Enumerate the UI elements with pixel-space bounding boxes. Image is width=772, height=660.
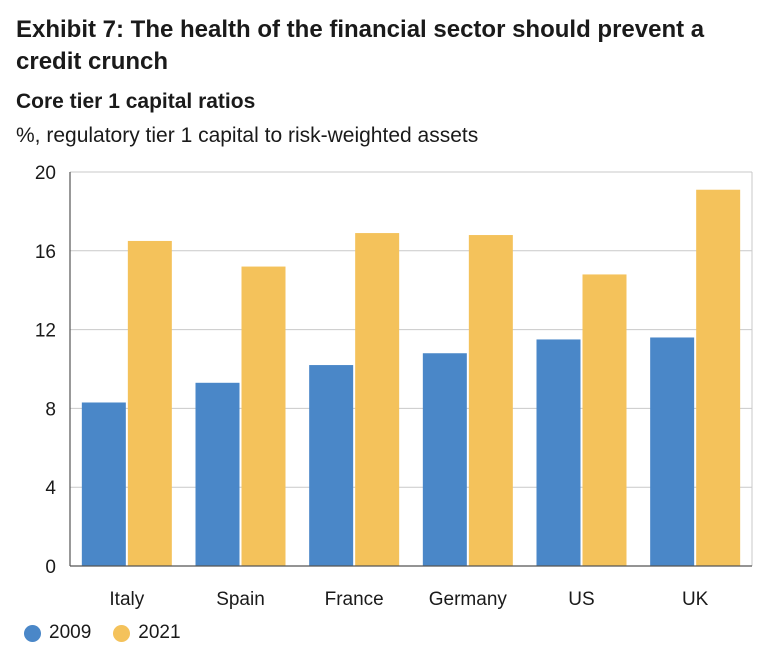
bar-2021-us (582, 274, 627, 566)
y-tick-label: 8 (45, 399, 56, 420)
legend-label-2009: 2009 (49, 622, 92, 643)
bar-2021-uk (696, 189, 741, 567)
gridlines (70, 171, 753, 566)
bar-2009-uk (650, 337, 695, 566)
axes (69, 172, 752, 567)
bar-2021-spain (241, 266, 286, 566)
x-tick-label: Spain (216, 589, 265, 610)
y-tick-label: 0 (45, 557, 56, 578)
bar-2009-germany (422, 353, 467, 566)
bar-chart: 0 4 8 12 16 20 Italy Spain France Germany US UK (35, 163, 753, 610)
axis-labels: 0 4 8 12 16 20 Italy Spain France Germany US UK (35, 163, 709, 610)
bar-2021-france (355, 233, 400, 566)
legend-swatch-2021 (113, 624, 131, 642)
x-tick-label: Germany (429, 589, 508, 610)
bar-2009-spain (195, 382, 240, 566)
bar-2021-germany (468, 235, 513, 567)
legend: 2009 2021 (24, 622, 203, 644)
x-tick-label: Italy (109, 589, 144, 610)
units-label: %, regulatory tier 1 capital to risk-wei… (16, 124, 479, 147)
legend-swatch-2009 (24, 624, 41, 642)
x-tick-label: France (325, 589, 384, 610)
legend-label-2021: 2021 (138, 622, 181, 643)
y-tick-label: 16 (35, 242, 56, 263)
legend-item-2021: 2021 (113, 622, 181, 644)
x-tick-label: US (568, 589, 594, 610)
bar-2009-italy (81, 402, 126, 566)
y-tick-label: 20 (35, 163, 56, 184)
chart-title: Exhibit 7: The health of the financial s… (16, 16, 705, 75)
bar-2009-france (309, 365, 354, 566)
x-tick-label: UK (682, 589, 709, 610)
legend-item-2009: 2009 (24, 622, 91, 644)
bars (81, 189, 741, 567)
chart-subtitle: Core tier 1 capital ratios (16, 90, 256, 113)
bar-2021-italy (127, 240, 172, 566)
y-tick-label: 12 (35, 321, 56, 342)
bar-2009-us (536, 339, 581, 566)
y-tick-label: 4 (45, 478, 56, 499)
